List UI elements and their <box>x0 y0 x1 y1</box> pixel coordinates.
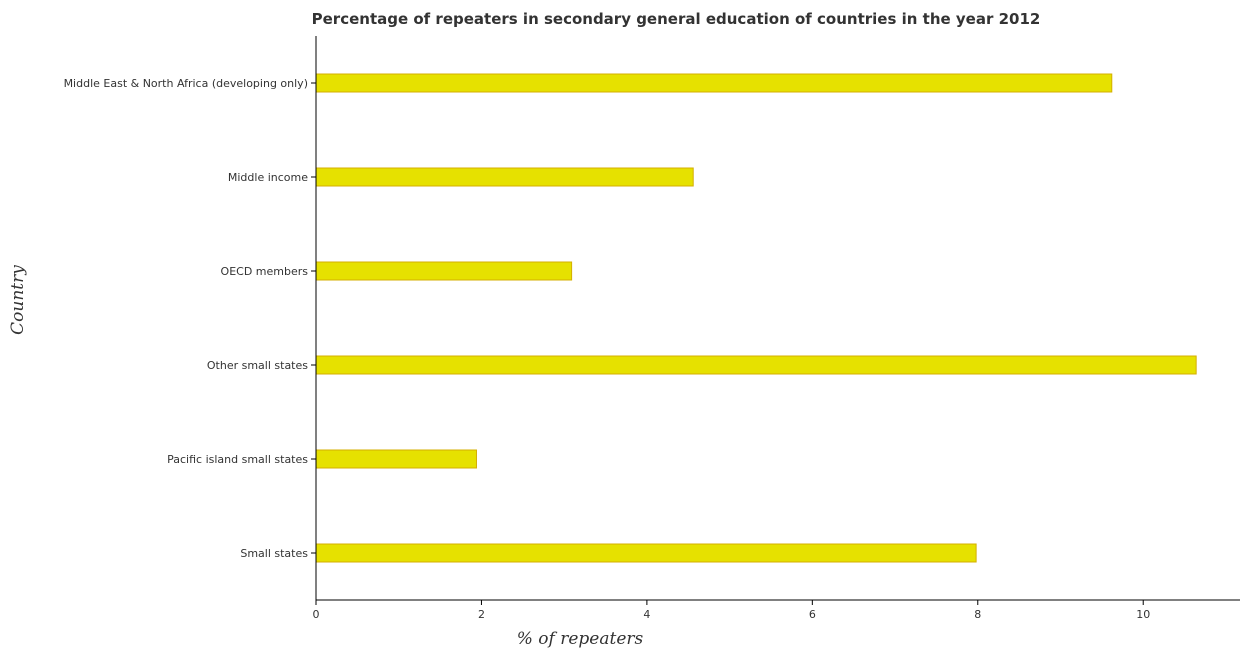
y-tick-label: Middle East & North Africa (developing o… <box>64 77 308 90</box>
x-axis-label: % of repeaters <box>517 629 644 649</box>
bar <box>315 261 573 281</box>
bar <box>315 73 1113 93</box>
x-tick-label: 4 <box>643 608 650 621</box>
x-tick-label: 10 <box>1136 608 1150 621</box>
x-tick-label: 8 <box>974 608 981 621</box>
x-tick-label: 6 <box>809 608 816 621</box>
x-tick-label: 2 <box>478 608 485 621</box>
y-tick-label: OECD members <box>221 265 309 278</box>
bar-group <box>315 73 1197 563</box>
bar <box>315 543 977 563</box>
y-tick-labels: Middle East & North Africa (developing o… <box>64 77 316 560</box>
chart-title: Percentage of repeaters in secondary gen… <box>312 10 1041 28</box>
y-axis-label: Country <box>8 265 28 335</box>
bar <box>315 355 1197 375</box>
x-tick-labels: 0 2 4 6 8 10 <box>313 600 1150 621</box>
y-tick-label: Middle income <box>228 171 308 184</box>
bar <box>315 167 694 187</box>
bar <box>315 449 477 469</box>
y-tick-label: Small states <box>240 547 308 560</box>
y-tick-label: Pacific island small states <box>167 453 308 466</box>
x-tick-label: 0 <box>313 608 320 621</box>
y-tick-label: Other small states <box>207 359 308 372</box>
